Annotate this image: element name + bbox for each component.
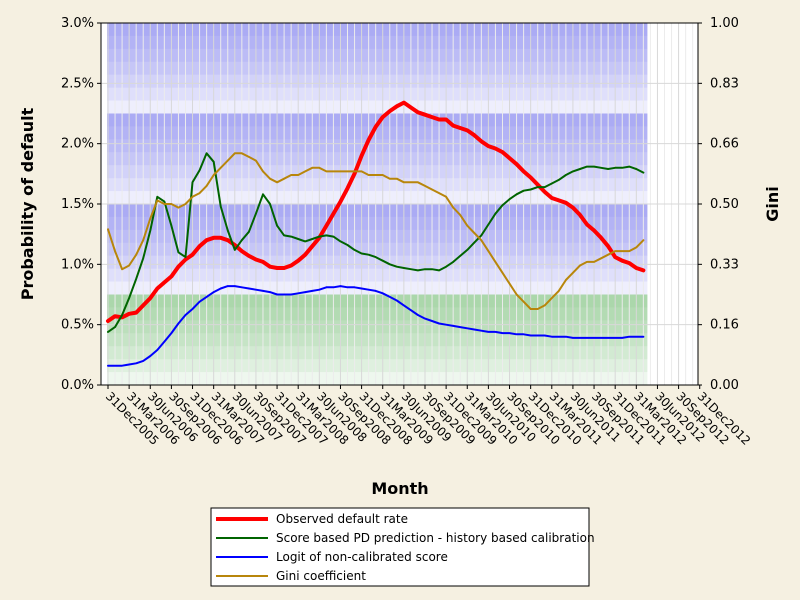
- x-axis-ticks: 31Dec200531Mar200630Jun200630Sep200631De…: [103, 385, 753, 448]
- legend-label-1: Score based PD prediction - history base…: [276, 531, 595, 545]
- left-tick-label: 1.0%: [61, 257, 94, 272]
- legend-box: [210, 507, 590, 587]
- grid-lines: [101, 22, 698, 386]
- right-tick-label: 0.66: [710, 137, 739, 152]
- left-tick-label: 2.5%: [61, 76, 94, 91]
- band-blue-top: [107, 23, 648, 49]
- series-line-1: [107, 152, 645, 333]
- band-blue-mid: [107, 113, 648, 204]
- series-lines: [106, 100, 646, 367]
- band-blue-mid: [107, 113, 648, 153]
- legend-items: Observed default rate Score based PD pred…: [216, 512, 595, 583]
- legend-label-2: Logit of non-calibrated score: [276, 550, 448, 564]
- x-axis-title: Month: [371, 479, 428, 498]
- right-tick-label: 0.16: [710, 318, 739, 333]
- left-tick-label: 2.0%: [61, 137, 94, 152]
- band-blue-top: [107, 23, 648, 88]
- legend-label-0: Observed default rate: [276, 512, 408, 526]
- shaded-bands: [107, 23, 648, 385]
- band-blue-low: [107, 204, 648, 243]
- band-green: [107, 294, 648, 321]
- band-green: [107, 294, 648, 385]
- right-tick-label: 1.00: [710, 16, 739, 31]
- left-axis-title: Probability of default: [18, 107, 37, 300]
- right-axis-title: Gini: [763, 186, 782, 222]
- band-green: [107, 294, 648, 334]
- right-tick-label: 0.83: [710, 76, 739, 91]
- left-tick-label: 0.0%: [61, 378, 94, 393]
- left-axis-ticks: 0.0% 0.5% 1.0% 1.5% 2.0% 2.5% 3.0%: [61, 16, 101, 393]
- series-line-3: [107, 152, 645, 310]
- right-tick-label: 0.33: [710, 257, 739, 272]
- band-blue-low: [107, 204, 648, 282]
- band-blue-top: [107, 23, 648, 114]
- band-blue-top: [107, 23, 648, 62]
- legend-label-3: Gini coefficient: [276, 569, 366, 583]
- series-line-0: [106, 100, 646, 323]
- right-tick-label: 0.50: [710, 197, 739, 212]
- band-blue-low: [107, 204, 648, 230]
- right-tick-label: 0.00: [710, 378, 739, 393]
- legend: Observed default rate Score based PD pred…: [210, 507, 595, 587]
- band-blue-top: [107, 23, 648, 101]
- series-line-2: [107, 285, 645, 367]
- band-blue-top: [107, 23, 648, 75]
- band-green: [107, 294, 648, 373]
- right-axis-ticks: 0.00 0.16 0.33 0.50 0.66 0.83 1.00: [698, 16, 739, 393]
- left-tick-label: 1.5%: [61, 197, 94, 212]
- left-tick-label: 0.5%: [61, 318, 94, 333]
- left-tick-label: 3.0%: [61, 16, 94, 31]
